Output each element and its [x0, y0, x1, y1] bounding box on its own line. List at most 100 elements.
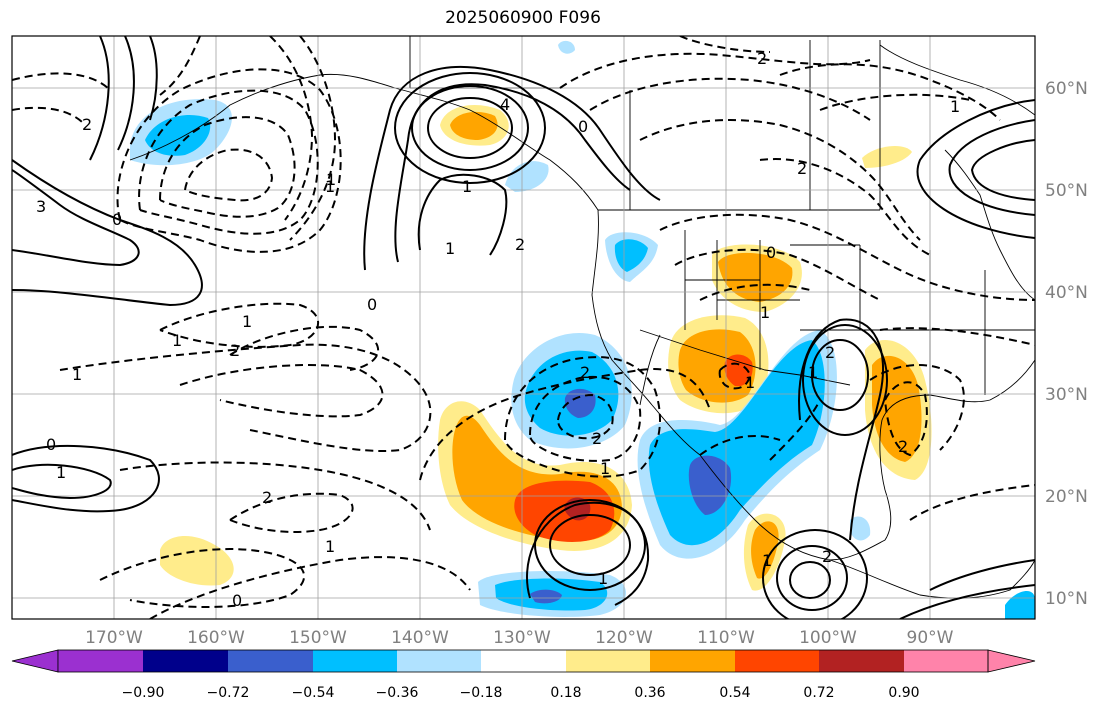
contour-label: 1 [72, 365, 82, 384]
contour-pos-hawaii-1 [12, 444, 160, 513]
contour-pos-cam-1 [789, 561, 831, 599]
contour-pos-west-1 [12, 159, 203, 307]
contour-label: 3 [36, 197, 46, 216]
fill-neg-bc [505, 161, 549, 192]
border-canada-us [598, 40, 881, 211]
contour-label: 2 [580, 363, 590, 382]
lat-label: 10°N [1045, 589, 1088, 609]
colorbar-segment [481, 650, 566, 672]
contour-pos-east-2 [970, 139, 1035, 201]
colorbar-tick-label: 0.36 [634, 685, 665, 701]
contour-label: 2 [230, 341, 240, 360]
lon-label: 110°W [697, 628, 755, 648]
contour-neg-canada-4 [759, 158, 931, 256]
fill-neg-pnw-core [614, 239, 648, 272]
fill-neg-aleutian-core [145, 114, 211, 156]
fill-neg-small2 [850, 516, 871, 541]
contour-neg-sw-3 [529, 376, 642, 462]
contour-label: 2 [822, 547, 832, 566]
colorbar-tick-label: 0.72 [803, 685, 834, 701]
colorbar-tick-label: −0.90 [122, 685, 165, 701]
contour-label: 1 [325, 177, 335, 196]
contour-label: 2 [592, 429, 602, 448]
fill-pos-sw-max [724, 354, 753, 387]
lon-label: 130°W [493, 628, 551, 648]
fill-neg-south-core [530, 589, 562, 604]
contour-label: 1 [325, 537, 335, 556]
contour-neg-canada-6 [819, 93, 971, 111]
contour-pos-east-1 [948, 119, 1035, 216]
contour-pos-east-3 [916, 99, 1035, 239]
lat-label: 60°N [1045, 79, 1088, 99]
fill-neg-small1 [558, 40, 575, 54]
colorbar-segment [228, 650, 313, 672]
colorbar-segment [904, 650, 988, 672]
contour-pos-pac-1 [549, 514, 631, 576]
lon-label: 100°W [799, 628, 857, 648]
map-title: 2025060900 F096 [445, 8, 601, 28]
contour-neg-np-3 [159, 116, 296, 218]
contour-neg-sw-1 [419, 368, 711, 481]
contour-pos-west-3 [89, 36, 158, 161]
colorbar-segment [819, 650, 904, 672]
contour-neg-hawaii-4 [119, 461, 431, 531]
contour-label: 1 [600, 459, 610, 478]
negative-contours [12, 36, 1035, 619]
contour-neg-sw-2 [504, 356, 661, 478]
contour-pos-texas-3 [798, 318, 885, 541]
contour-neg-gulf-1 [884, 381, 928, 457]
contour-pos-goa-5 [411, 85, 529, 171]
contour-label: 0 [367, 295, 377, 314]
contour-label: 2 [757, 49, 767, 68]
lon-label: 150°W [289, 628, 347, 648]
colorbar-outline [57, 649, 989, 673]
colorbar-tick-label: −0.36 [376, 685, 419, 701]
contour-label: 1 [598, 569, 608, 588]
fill-pos-canada [862, 146, 912, 168]
colorbar-extend-low [11, 649, 59, 673]
colorbar-tick-label: 0.90 [888, 685, 919, 701]
contour-neg-us-3 [699, 283, 811, 301]
contour-pos-texas-2 [802, 324, 888, 436]
colorbar-tick-label: 0.54 [719, 685, 750, 701]
coast-mexico [699, 454, 892, 561]
contour-pos-goa-3 [417, 173, 508, 256]
colorbar-segment [397, 650, 481, 672]
colorbar-tick-label: −0.18 [460, 685, 503, 701]
fill-pos-basin-core [718, 252, 793, 302]
contour-neg-np-2 [138, 89, 319, 235]
coast-east [944, 149, 1035, 301]
contour-label: 1 [172, 331, 182, 350]
border-us-mexico [639, 329, 851, 386]
coast-baja [639, 334, 701, 456]
contour-neg-canada-5 [779, 63, 1001, 121]
contour-neg-central-3 [159, 302, 320, 348]
contour-label: 2 [515, 235, 525, 254]
lon-label: 90°W [907, 628, 954, 648]
contour-neg-canada-2 [589, 77, 871, 121]
contour-label: 1 [242, 312, 252, 331]
contour-label: 4 [500, 95, 510, 114]
colorbar-segment [58, 650, 143, 672]
lat-label: 30°N [1045, 385, 1088, 405]
contour-label: 1 [950, 97, 960, 116]
contour-label: 0 [112, 210, 122, 229]
lat-label: 50°N [1045, 181, 1088, 201]
contour-label: 1 [445, 239, 455, 258]
contour-neg-north-pac [12, 72, 111, 126]
colorbar-segment [566, 650, 650, 672]
contour-label: 1 [808, 363, 818, 382]
contour-pos-goa-4 [427, 97, 513, 159]
colorbar-segment [735, 650, 819, 672]
contour-neg-nw-3 [159, 36, 201, 96]
contour-neg-mex-1 [718, 362, 752, 390]
lon-label: 120°W [595, 628, 653, 648]
colorbar-ticks: −0.90 −0.72 −0.54 −0.36 −0.18 0.18 0.36 … [122, 685, 920, 701]
colorbar-segment [143, 650, 228, 672]
contour-pos-cam-2 [776, 545, 848, 611]
contour-label-group: 2 1 0 1 2 1 1 0 2 1 1 2 1 2 1 1 2 0 1 1 … [36, 49, 960, 610]
lat-label: 40°N [1045, 283, 1088, 303]
contour-label: 1 [56, 463, 66, 482]
positive-contours [12, 36, 1035, 619]
